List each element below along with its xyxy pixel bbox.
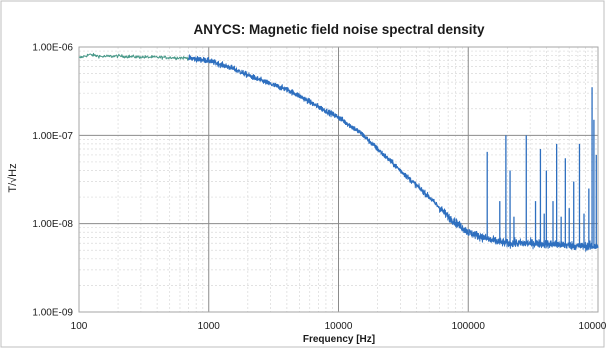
y-tick-label: 1.00E-06 <box>32 43 73 54</box>
major-grid <box>79 47 598 312</box>
series-layer <box>78 52 599 252</box>
series-line-main <box>188 54 599 252</box>
x-tick-label: 10000 <box>325 321 353 332</box>
y-axis-label: T/√Hz <box>7 163 19 192</box>
y-tick-label: 1.00E-09 <box>32 308 73 319</box>
x-axis-label: Frequency [Hz] <box>303 334 375 345</box>
x-tick-label: 100000 <box>452 321 486 332</box>
series-line-segment-low <box>78 52 190 61</box>
plot-area-border <box>78 46 599 313</box>
chart-title: ANYCS: Magnetic field noise spectral den… <box>193 22 485 37</box>
x-tick-labels: 100 1000 10000 100000 1000000 <box>71 321 606 332</box>
y-tick-label: 1.00E-07 <box>32 131 73 142</box>
x-tick-label: 100 <box>71 321 88 332</box>
x-tick-label: 1000 <box>198 321 221 332</box>
x-tick-label: 1000000 <box>579 321 606 332</box>
y-tick-labels: 1.00E-09 1.00E-08 1.00E-07 1.00E-06 <box>32 43 73 319</box>
y-tick-label: 1.00E-08 <box>32 219 73 230</box>
